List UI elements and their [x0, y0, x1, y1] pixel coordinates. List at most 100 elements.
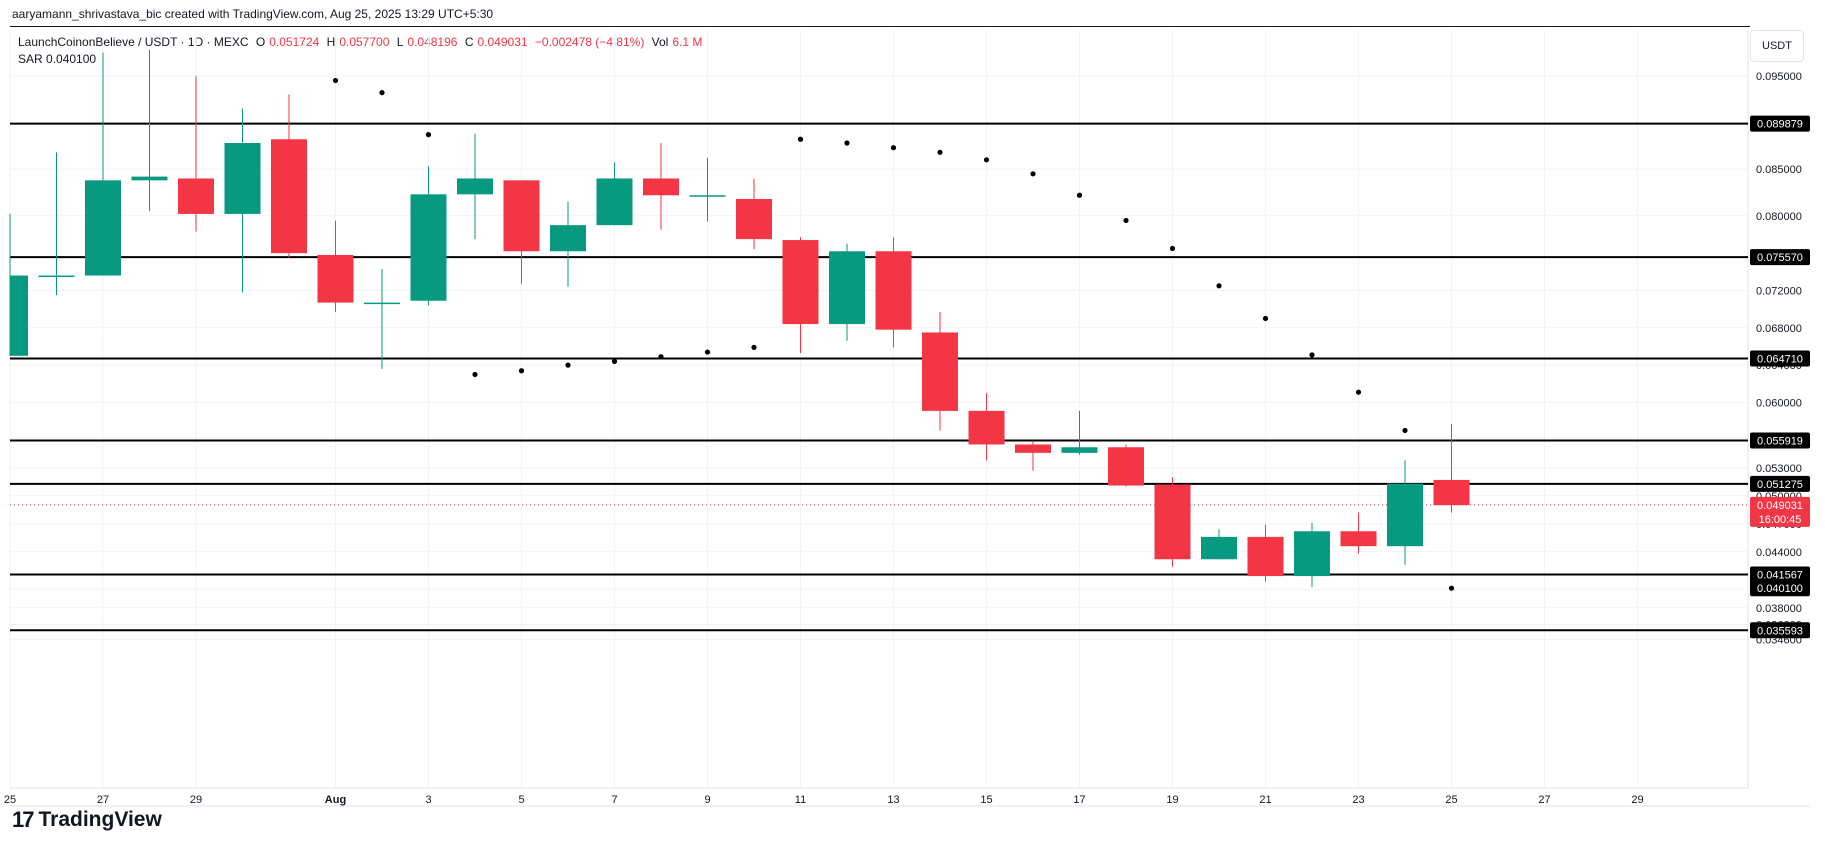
y-tick-label: 0.095000 — [1756, 71, 1802, 83]
level-price-tag-text: 0.055919 — [1757, 436, 1803, 448]
candle — [1201, 529, 1237, 560]
candle — [550, 201, 586, 287]
sar-dot — [704, 349, 711, 355]
sar-dot — [1123, 217, 1129, 224]
y-tick-label: 0.038000 — [1756, 603, 1802, 615]
candle-body — [410, 194, 447, 301]
tradingview-logo-icon: 17 — [12, 807, 35, 832]
candle — [503, 180, 540, 284]
tradingview-logo[interactable]: 17 TradingView — [12, 807, 162, 833]
candle — [1294, 522, 1330, 588]
sar-dot — [797, 136, 804, 142]
level-price-tag: 0.064710 — [1750, 350, 1810, 367]
candle — [271, 94, 307, 258]
x-tick-label: 15 — [980, 794, 992, 806]
x-tick-label: 27 — [1538, 794, 1550, 806]
sar-dot — [425, 132, 432, 138]
candle — [38, 152, 75, 296]
sar-dot — [658, 354, 664, 360]
candle-body — [1247, 536, 1284, 577]
header-divider — [10, 26, 1750, 27]
symbol-legend: LaunchCoinonBelieve / USDT · 1D · MEXC O… — [18, 35, 706, 49]
candle-body — [1387, 483, 1423, 547]
candle-body — [503, 180, 540, 252]
candle-body — [968, 410, 1005, 445]
candle — [457, 133, 493, 240]
sar-indicator-legend[interactable]: SAR 0.040100 — [18, 52, 96, 66]
candle-body — [782, 240, 819, 325]
sar-dot — [751, 344, 757, 351]
level-price-tag-bg — [1750, 350, 1810, 367]
high-label: H — [326, 35, 336, 49]
x-tick-label: Aug — [325, 794, 346, 806]
currency-unit-button[interactable]: USDT — [1750, 30, 1804, 62]
low-label: L — [396, 35, 404, 49]
level-price-tag: 0.041567 — [1750, 566, 1810, 583]
y-tick-label: 0.068000 — [1756, 323, 1802, 335]
sar-dot — [1402, 427, 1408, 434]
candle — [1015, 440, 1051, 471]
level-price-tag-text: 0.051275 — [1757, 479, 1803, 491]
high-value: 0.057700 — [339, 35, 390, 49]
candle-body — [1154, 484, 1191, 560]
y-tick-label: 0.053000 — [1756, 463, 1802, 475]
candle — [1340, 512, 1377, 554]
candle — [9, 213, 28, 356]
candle — [364, 269, 400, 369]
sar-dot — [1076, 192, 1083, 198]
y-tick-label: 0.060000 — [1756, 397, 1802, 409]
candle — [968, 393, 1005, 461]
candle — [922, 311, 958, 431]
volume-label: Vol — [651, 35, 669, 49]
x-tick-label: 3 — [425, 794, 431, 806]
sar-dot — [1216, 283, 1222, 289]
x-tick-label: 5 — [518, 794, 524, 806]
sar-dot — [1169, 245, 1176, 252]
level-price-tag: 0.089879 — [1750, 115, 1810, 132]
candle — [1387, 460, 1423, 565]
candle-body — [131, 176, 168, 181]
symbol-title[interactable]: LaunchCoinonBelieve / USDT · 1D · MEXC — [18, 35, 249, 49]
chart-credit: aaryamann_shrivastava_bic created with T… — [12, 7, 494, 21]
candle-body — [922, 332, 958, 411]
candle-body — [457, 178, 493, 195]
level-price-tag: 0.051275 — [1750, 475, 1810, 492]
level-price-tag: 0.075570 — [1750, 249, 1810, 266]
candle-body — [271, 139, 307, 254]
x-tick-label: 11 — [795, 794, 806, 806]
candle-body — [178, 178, 214, 214]
sar-value: 0.040100 — [46, 52, 97, 66]
sar-dot — [332, 77, 339, 84]
candle-body — [596, 178, 633, 226]
candle — [317, 220, 354, 312]
sar-dot — [844, 140, 850, 146]
sar-price-tag: 0.040100 — [1750, 580, 1810, 597]
x-tick-label: 7 — [611, 794, 617, 806]
x-tick-label: 17 — [1073, 794, 1085, 806]
open-value: 0.051724 — [269, 35, 320, 49]
sar-dot — [1309, 352, 1315, 358]
level-price-tag-bg — [1750, 249, 1810, 266]
grid-lines — [9, 30, 1748, 788]
candle-body — [38, 275, 75, 278]
candle-body — [829, 251, 865, 325]
candle — [782, 237, 819, 354]
sar-dot — [1262, 315, 1269, 322]
sar-dot — [1030, 171, 1036, 177]
volume-value: 6.1 M — [672, 35, 703, 49]
candle — [596, 162, 633, 226]
candle-body — [1294, 531, 1330, 577]
last-price-tag-bg — [1750, 496, 1810, 527]
candle — [736, 178, 772, 250]
candle — [829, 243, 865, 341]
y-tick-label: 0.080000 — [1756, 211, 1802, 223]
candle-body — [689, 195, 726, 197]
level-price-tag: 0.055919 — [1750, 432, 1810, 449]
level-price-tag: 0.035593 — [1750, 622, 1810, 639]
level-price-tag-text: 0.064710 — [1757, 354, 1803, 366]
sar-dot — [1355, 389, 1362, 395]
level-price-tag-bg — [1750, 622, 1810, 639]
sar-dot — [611, 358, 618, 365]
change-value: −0.002478 (−4.81%) — [534, 35, 645, 49]
